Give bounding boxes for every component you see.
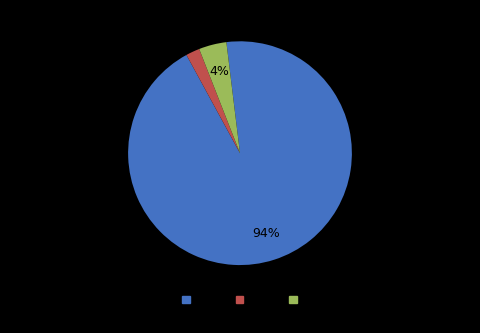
- Legend: , , : , ,: [178, 291, 302, 310]
- Text: 94%: 94%: [252, 226, 279, 239]
- Wedge shape: [199, 42, 240, 153]
- Text: 4%: 4%: [209, 65, 229, 78]
- Wedge shape: [186, 49, 240, 153]
- Wedge shape: [128, 41, 352, 265]
